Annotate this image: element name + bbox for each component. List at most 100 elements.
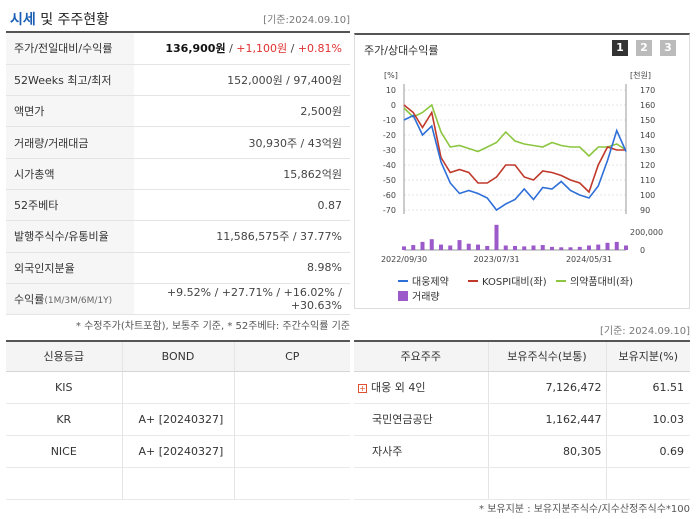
stat-row: 52Weeks 최고/최저 152,000원 / 97,400원 — [6, 64, 350, 97]
left-tick-label: -60 — [383, 191, 396, 200]
volume-bar — [596, 244, 601, 250]
volume-bar — [513, 245, 517, 250]
cell: 0.69 — [605, 435, 690, 468]
legend-kospi: KOSPI대비(좌) — [482, 276, 547, 288]
right-tick-label: 120 — [640, 161, 655, 170]
cell — [605, 467, 690, 500]
x-tick-label: 2024/05/31 — [566, 255, 612, 264]
chart-panel — [354, 33, 690, 309]
volume-bar — [531, 245, 536, 250]
chart-title: 주가/상대수익률 — [364, 44, 439, 57]
stat-row: 액면가 2,500원 — [6, 95, 350, 128]
series-line-stock — [403, 114, 627, 212]
left-tick-label: -20 — [383, 131, 396, 140]
expand-icon[interactable]: + — [358, 383, 367, 393]
right-tick-label: 110 — [640, 176, 655, 185]
cell — [233, 403, 350, 436]
stat-label: 발행주식수/유통비율 — [6, 220, 134, 253]
volume-bar — [494, 224, 499, 250]
volume-bar — [614, 241, 619, 250]
right-tick-label: 150 — [640, 116, 655, 125]
table-row: + 대웅 외 4인 7,126,472 61.51 — [354, 371, 690, 404]
stat-value: +9.52% / +27.71% / +16.02% / +30.63% — [134, 283, 350, 316]
x-axis: 2022/09/30 2023/07/31 2024/05/31 — [381, 255, 612, 264]
volume-bar — [420, 241, 425, 250]
column-header: 보유지분(%) — [605, 341, 690, 372]
chart-page-3-button[interactable]: 3 — [660, 40, 676, 56]
volume-bar — [402, 246, 406, 250]
stat-row: 수익률(1M/3M/6M/1Y) +9.52% / +27.71% / +16.… — [6, 283, 350, 316]
cell: 61.51 — [605, 371, 690, 404]
top-divider — [6, 31, 350, 33]
stock-stats-table: 주가/전일대비/수익률 136,900원 / +1,100원 / +0.81% … — [6, 33, 350, 316]
column-header: 신용등급 — [6, 341, 122, 372]
volume-axis: 200,000 0 — [404, 228, 663, 255]
x-tick-label: 2022/09/30 — [381, 255, 427, 264]
stat-row: 시가총액 15,862억원 — [6, 158, 350, 190]
stat-value: 11,586,575주 / 37.77% — [134, 220, 350, 253]
stat-label: 52주베타 — [6, 189, 134, 222]
series-line-pharma — [403, 103, 627, 158]
stat-value: 152,000원 / 97,400원 — [134, 64, 350, 97]
right-tick-label: 130 — [640, 146, 655, 155]
chart-page-1-button[interactable]: 1 — [612, 40, 628, 56]
right-axis: 170 160 150 140 130 120 110 100 90 — [625, 84, 655, 215]
stat-value: 15,862억원 — [134, 158, 350, 190]
volume-bar — [559, 247, 564, 250]
volume-bars — [402, 224, 628, 250]
volume-bar — [577, 246, 582, 250]
left-tick-label: 10 — [386, 86, 396, 95]
volume-bar — [540, 245, 545, 250]
left-tick-label: 0 — [391, 101, 396, 110]
cell: 자사주 — [354, 435, 488, 468]
cell — [6, 467, 122, 500]
table-row: 자사주 80,305 0.69 — [354, 435, 690, 468]
cell: A+ [20240327] — [121, 403, 234, 436]
left-tick-label: -10 — [383, 116, 396, 125]
right-tick-label: 170 — [640, 86, 655, 95]
cell: KIS — [6, 371, 122, 404]
table-row — [354, 467, 690, 500]
volume-bar — [587, 245, 591, 250]
volume-bar — [457, 240, 462, 250]
stat-value: 8.98% — [134, 252, 350, 284]
stat-label: 외국인지분율 — [6, 252, 134, 284]
volume-bar — [624, 245, 628, 250]
chart-page-2-button[interactable]: 2 — [636, 40, 652, 56]
cell: 10.03 — [605, 403, 690, 436]
stat-label: 수익률(1M/3M/6M/1Y) — [6, 283, 134, 316]
stat-label: 주가/전일대비/수익률 — [6, 33, 134, 65]
footnote: * 수정주가(차트포함), 보통주 기준, * 52주베타: 주간수익률 기준 — [75, 321, 350, 332]
legend-stock: 대웅제약 — [412, 276, 449, 288]
cell: 80,305 — [487, 435, 606, 468]
cell — [121, 467, 234, 500]
left-axis: 10 0 -10 -20 -30 -40 -50 -60 -70 — [383, 84, 405, 215]
x-tick-label: 2023/07/31 — [473, 255, 519, 264]
footnote-holders: * 보유지분 : 보유지분주식수/지수산정주식수*100 — [479, 504, 690, 515]
volume-bar — [568, 247, 573, 250]
right-tick-label: 90 — [640, 206, 650, 215]
cell — [233, 435, 350, 468]
left-tick-label: -50 — [383, 176, 396, 185]
column-header: 주요주주 — [354, 341, 488, 372]
volume-bar — [448, 245, 453, 250]
column-header: 보유주식수(보통) — [487, 341, 606, 372]
holder-name-cell[interactable]: + 대웅 외 4인 — [354, 371, 488, 404]
left-tick-label: -40 — [383, 161, 396, 170]
table-header: 신용등급 BOND CP — [6, 341, 350, 372]
stat-row: 외국인지분율 8.98% — [6, 252, 350, 284]
right-tick-label: 160 — [640, 101, 655, 110]
legend: 대웅제약 KOSPI대비(좌) 의약품대비(좌) 거래량 — [398, 276, 633, 303]
volume-bar — [439, 244, 443, 250]
gridlines — [404, 89, 626, 211]
stat-row: 거래량/거래대금 30,930주 / 43억원 — [6, 126, 350, 159]
stat-row: 발행주식수/유통비율 11,586,575주 / 37.77% — [6, 220, 350, 253]
table-row: 국민연금공단 1,162,447 10.03 — [354, 403, 690, 436]
cell — [354, 467, 488, 500]
series-line-kospi — [403, 104, 626, 194]
stat-row: 52주베타 0.87 — [6, 189, 350, 222]
volume-bar — [503, 245, 508, 250]
table-header: 주요주주 보유주식수(보통) 보유지분(%) — [354, 341, 690, 372]
major-holders-table: 주요주주 보유주식수(보통) 보유지분(%) + 대웅 외 4인 7,126,47… — [354, 340, 690, 500]
cell: A+ [20240327] — [121, 435, 234, 468]
